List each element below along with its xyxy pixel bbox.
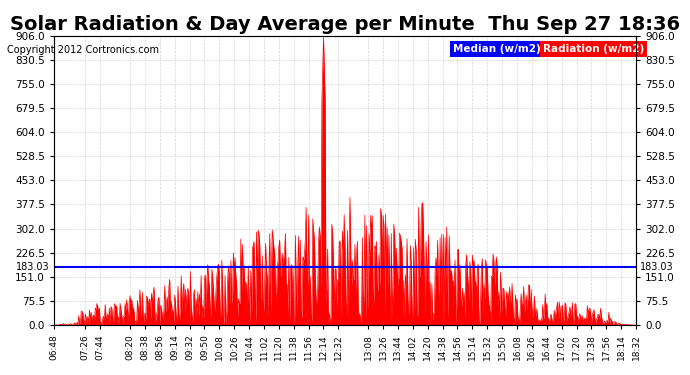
Text: Median (w/m2): Median (w/m2) [453, 44, 540, 54]
Text: 183.03: 183.03 [640, 262, 674, 272]
Text: Radiation (w/m2): Radiation (w/m2) [543, 44, 644, 54]
Text: Copyright 2012 Cortronics.com: Copyright 2012 Cortronics.com [7, 45, 159, 55]
Text: 183.03: 183.03 [16, 262, 50, 272]
Title: Solar Radiation & Day Average per Minute  Thu Sep 27 18:36: Solar Radiation & Day Average per Minute… [10, 15, 680, 34]
